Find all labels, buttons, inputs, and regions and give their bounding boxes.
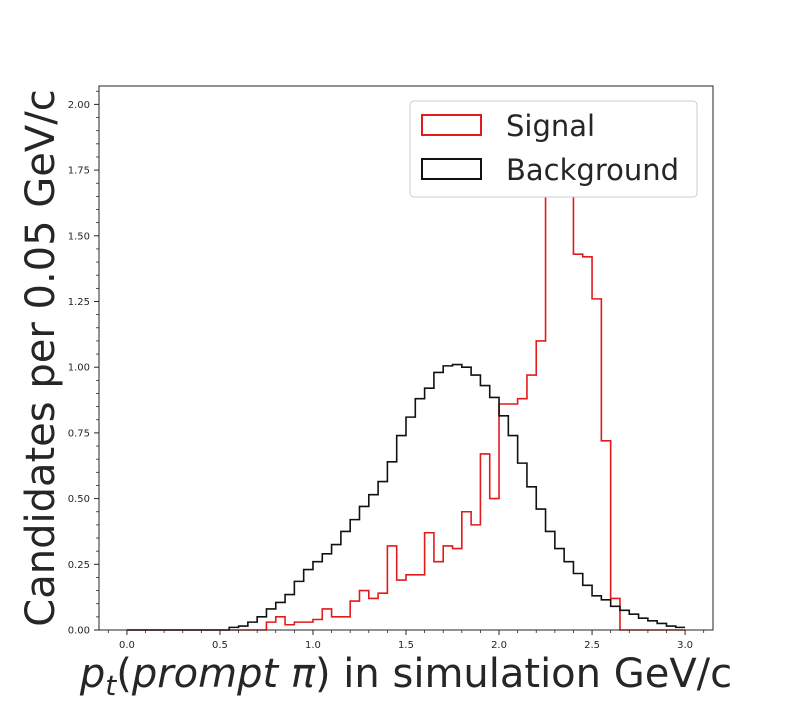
y-tick-label: 1.00 — [68, 363, 90, 374]
series-background-step-line — [126, 363, 686, 631]
x-axis-ticks: 0.0 0.5 1.0 1.5 2.0 2.5 3.0 — [107, 630, 705, 651]
y-tick-label: 0.00 — [68, 626, 90, 637]
legend-label-signal: Signal — [506, 109, 595, 143]
y-axis-title: Candidates per 0.05 GeV/c — [18, 89, 64, 626]
x-axis-title-italic: prompt π — [131, 651, 316, 697]
x-tick-label: 2.5 — [584, 640, 600, 651]
y-tick-label: 0.50 — [68, 494, 90, 505]
legend-swatch-signal — [421, 114, 482, 136]
x-tick-label: 1.0 — [305, 640, 321, 651]
series-signal-step-line — [126, 114, 686, 631]
x-axis-title: pt(prompt π) in simulation GeV/c — [79, 651, 732, 702]
y-tick-label: 0.25 — [68, 560, 90, 571]
y-tick-label: 2.00 — [68, 100, 90, 111]
x-tick-label: 2.0 — [491, 640, 507, 651]
y-tick-label: 1.25 — [68, 297, 90, 308]
x-axis-title-paren: ( — [116, 651, 132, 697]
x-axis-title-subscript: t — [105, 669, 117, 702]
x-axis-title-suffix: ) in simulation GeV/c — [315, 651, 732, 697]
y-tick-label: 1.50 — [68, 231, 90, 242]
legend-swatch-background — [421, 158, 482, 180]
y-tick-label: 0.75 — [68, 428, 90, 439]
legend: Signal Background — [409, 100, 698, 198]
x-tick-label: 0.5 — [212, 640, 228, 651]
series-layer — [126, 114, 686, 631]
y-axis-ticks: 0.00 0.25 0.50 0.75 1.00 1.25 1.50 1.75 2.00 — [68, 90, 99, 637]
x-tick-label: 3.0 — [677, 640, 693, 651]
x-tick-label: 1.5 — [398, 640, 414, 651]
x-tick-label: 0.0 — [119, 640, 135, 651]
legend-label-background: Background — [506, 153, 679, 187]
x-axis-title-symbol: p — [79, 651, 105, 697]
y-tick-label: 1.75 — [68, 166, 90, 177]
